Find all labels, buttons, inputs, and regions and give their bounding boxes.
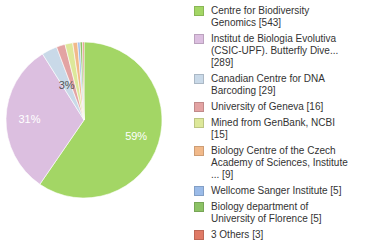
legend-swatch — [194, 74, 204, 84]
slices — [6, 42, 162, 198]
legend-label: Wellcome Sanger Institute [5] — [211, 185, 341, 196]
legend-entry: Wellcome Sanger Institute [5] — [194, 185, 350, 197]
legend: Centre for Biodiversity Genomics [543] In… — [194, 5, 350, 240]
pie-slice — [83, 42, 84, 120]
legend-swatch — [194, 230, 204, 240]
legend-swatch — [194, 186, 204, 196]
legend-label: Canadian Centre for DNA Barcoding [29] — [211, 73, 324, 96]
legend-swatch — [194, 202, 204, 212]
legend-entry: Biology department of University of Flor… — [194, 201, 350, 225]
legend-entry: 3 Others [3] — [194, 229, 350, 240]
legend-entry: Canadian Centre for DNA Barcoding [29] — [194, 73, 350, 97]
legend-entry: University of Geneva [16] — [194, 101, 350, 113]
data-label: 59% — [125, 130, 147, 142]
legend-swatch — [194, 102, 204, 112]
legend-label: 3 Others [3] — [211, 229, 263, 240]
data-label: 3% — [59, 79, 75, 91]
legend-label: Biology Centre of the Czech Academy of S… — [211, 145, 348, 180]
legend-swatch — [194, 6, 204, 16]
legend-entry: Centre for Biodiversity Genomics [543] — [194, 5, 350, 29]
legend-entry: Mined from GenBank, NCBI [15] — [194, 117, 350, 141]
legend-label: Mined from GenBank, NCBI [15] — [211, 117, 335, 140]
data-label: 31% — [18, 113, 40, 125]
legend-label: University of Geneva [16] — [211, 101, 323, 112]
legend-swatch — [194, 146, 204, 156]
legend-label: Centre for Biodiversity Genomics [543] — [211, 5, 309, 28]
legend-entry: Biology Centre of the Czech Academy of S… — [194, 145, 350, 181]
legend-swatch — [194, 118, 204, 128]
legend-swatch — [194, 34, 204, 44]
pie-slice — [80, 42, 84, 120]
chart-canvas: 59% 31% 3% — [0, 0, 190, 240]
legend-label: Biology department of University of Flor… — [211, 201, 322, 224]
legend-entry: Institut de Biologia Evolutiva (CSIC-UPF… — [194, 33, 350, 69]
data-labels: 59% 31% 3% — [18, 79, 147, 142]
legend-label: Institut de Biologia Evolutiva (CSIC-UPF… — [211, 33, 338, 68]
pie-slice — [78, 42, 84, 120]
